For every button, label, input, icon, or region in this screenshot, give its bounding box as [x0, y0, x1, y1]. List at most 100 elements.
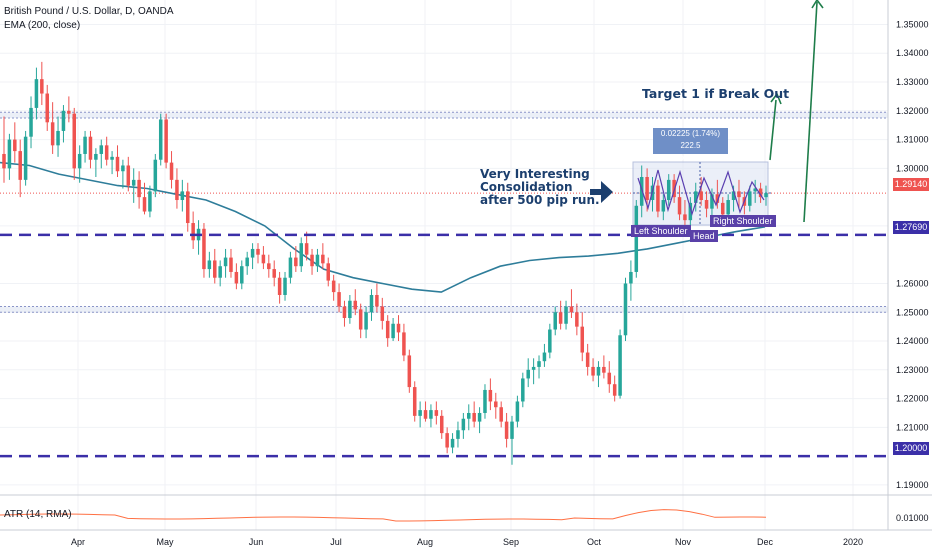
candle-body — [234, 271, 239, 284]
measure-price-range: 0.02225 (1.74%) 222.5 — [660, 129, 721, 150]
candle-body — [331, 280, 336, 293]
candle-bearish — [499, 401, 503, 428]
candle-body — [715, 194, 720, 203]
candle-body — [50, 122, 55, 146]
candle-body — [369, 294, 374, 313]
price-axis-tick-label: 1.19000 — [896, 480, 929, 490]
candle-body — [418, 410, 422, 416]
candle-body — [77, 153, 82, 169]
candle-bearish — [683, 200, 687, 229]
candle-body — [569, 306, 574, 313]
candle-body — [94, 153, 98, 160]
candle-bearish — [18, 139, 22, 198]
time-axis-tick-label: 2020 — [843, 537, 863, 547]
candle-body — [283, 277, 287, 295]
candle-body — [299, 243, 303, 267]
candle-body — [256, 248, 260, 255]
candle-body — [110, 156, 114, 160]
candle-bearish — [277, 271, 282, 304]
candle-body — [115, 156, 120, 172]
candle-body — [726, 200, 730, 215]
candle-body — [18, 151, 22, 180]
candle-bearish — [758, 182, 763, 203]
candle-body — [267, 263, 271, 270]
candle-bearish — [142, 182, 147, 215]
candle-body — [380, 306, 385, 321]
candle-bearish — [310, 248, 314, 275]
candle-body — [721, 202, 725, 215]
candle-body — [385, 320, 390, 339]
candle-bearish — [423, 401, 428, 422]
candle-body — [218, 266, 222, 278]
candle-bullish — [450, 433, 455, 454]
price-axis-tick-label: 1.22000 — [896, 394, 929, 404]
candle-body — [607, 372, 612, 385]
candle-body — [272, 269, 276, 278]
candle-bullish — [180, 179, 185, 212]
candle-body — [731, 191, 736, 201]
candle-body — [29, 107, 33, 137]
candle-body — [310, 254, 314, 267]
candle-bearish — [175, 168, 179, 209]
candle-body — [423, 410, 428, 419]
candle-bullish — [710, 188, 714, 218]
candle-body — [677, 197, 682, 215]
candle-bearish — [439, 410, 444, 439]
right-shoulder-label: Right Shoulder — [710, 215, 776, 227]
breakout-arrowhead — [811, 0, 824, 9]
candle-bullish — [315, 248, 320, 272]
candle-body — [531, 366, 536, 370]
candle-body — [618, 335, 622, 396]
candle-body — [602, 366, 606, 373]
price-axis-tick-label: 1.24000 — [896, 336, 929, 346]
candle-body — [223, 257, 228, 267]
candle-body — [429, 410, 433, 419]
candle-body — [213, 260, 217, 278]
candle-body — [688, 202, 693, 221]
candle-bullish — [391, 318, 395, 342]
candle-body — [504, 421, 509, 439]
candle-body — [137, 179, 141, 198]
time-axis-tick-label: Aug — [417, 537, 433, 547]
current-price-label: 1.29140 — [893, 178, 929, 191]
price-axis-tick-label: 1.21000 — [896, 422, 929, 432]
candle-bearish — [115, 145, 120, 177]
candle-body — [748, 191, 752, 206]
candle-body — [548, 329, 552, 353]
candle-bearish — [67, 96, 71, 123]
candle-bullish — [629, 260, 633, 301]
candle-body — [753, 188, 757, 192]
candle-body — [439, 415, 444, 434]
candle-bearish — [504, 412, 509, 448]
candle-bearish — [304, 231, 309, 261]
candle-body — [758, 188, 763, 198]
candle-body — [56, 130, 60, 146]
candle-body — [585, 352, 590, 367]
candle-body — [358, 309, 363, 330]
candle-body — [704, 200, 709, 209]
left-shoulder-label: Left Shoulder — [631, 225, 691, 237]
candle-bullish — [223, 248, 228, 278]
candle-body — [521, 378, 525, 402]
candle-body — [580, 326, 585, 353]
candle-body — [277, 277, 282, 295]
symbol-title: British Pound / U.S. Dollar, D, OANDA — [4, 6, 174, 17]
candle-bearish — [331, 274, 336, 301]
candle-bearish — [164, 113, 168, 169]
candle-bearish — [126, 156, 131, 192]
price-axis-tick-label: 1.23000 — [896, 365, 929, 375]
candle-body — [88, 136, 93, 160]
candle-bearish — [234, 263, 239, 290]
candle-bullish — [131, 168, 136, 203]
candle-body — [326, 263, 331, 281]
candle-bearish — [2, 116, 6, 183]
candle-bearish — [472, 401, 476, 428]
resistance-zone-band — [0, 306, 888, 313]
candle-bullish — [693, 182, 698, 212]
price-axis-tick-label: 1.34000 — [896, 48, 929, 58]
candle-body — [699, 191, 703, 201]
pointer-arrow-icon — [590, 181, 613, 203]
candle-bearish — [656, 179, 660, 218]
breakout-arrow — [803, 1, 818, 223]
